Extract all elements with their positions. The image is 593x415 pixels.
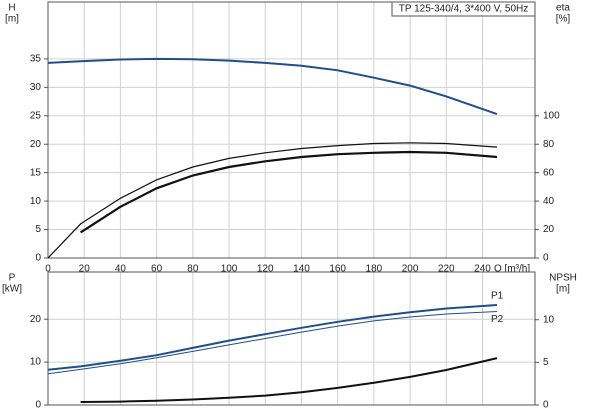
- chart-title: TP 125-340/4, 3*400 V, 50Hz: [399, 4, 529, 15]
- series-line: [47, 57, 498, 116]
- series-label: P2: [491, 314, 504, 325]
- y2-axis-label: [%]: [556, 14, 571, 25]
- x-tick-label: 140: [293, 264, 310, 275]
- y-tick-label: 15: [30, 167, 42, 178]
- y2-tick-label: 40: [543, 196, 555, 207]
- x-tick-label: 120: [257, 264, 274, 275]
- x-axis-label: Q [m³/h]: [494, 264, 530, 275]
- x-tick-label: 220: [438, 264, 455, 275]
- y-tick-label: 35: [30, 54, 42, 65]
- y2-tick-label: 0: [543, 253, 549, 264]
- plot-background: [48, 2, 535, 258]
- y2-tick-label: 10: [543, 314, 555, 325]
- y-tick-label: 0: [35, 253, 41, 264]
- y-tick-label: 30: [30, 82, 42, 93]
- y2-axis-label: [m]: [556, 284, 570, 295]
- series-line: [80, 357, 498, 403]
- y2-tick-label: 0: [543, 400, 549, 411]
- x-tick-label: 0: [45, 264, 51, 275]
- y-tick-label: 25: [30, 110, 42, 121]
- y-axis-label: [m]: [5, 14, 19, 25]
- y2-axis-label: NPSH: [549, 273, 577, 284]
- series-line: [47, 311, 498, 375]
- y-tick-label: 10: [30, 196, 42, 207]
- y2-axis-label: eta: [556, 3, 570, 14]
- y-tick-label: 20: [30, 139, 42, 150]
- series-line: [47, 142, 498, 259]
- x-tick-label: 160: [329, 264, 346, 275]
- y2-tick-label: 100: [543, 110, 560, 121]
- x-tick-label: 80: [187, 264, 199, 275]
- plot-frame: [47, 1, 536, 259]
- y2-tick-label: 5: [543, 357, 549, 368]
- series-label: P1: [491, 291, 504, 302]
- y-axis-label: P: [9, 273, 16, 284]
- x-tick-label: 40: [115, 264, 127, 275]
- y2-tick-label: 80: [543, 139, 555, 150]
- y-tick-label: 10: [30, 357, 42, 368]
- y-axis-label: H: [8, 3, 15, 14]
- series-line: [80, 150, 498, 234]
- x-tick-label: 100: [221, 264, 238, 275]
- y2-tick-label: 60: [543, 167, 555, 178]
- plot-background: [48, 272, 535, 405]
- x-tick-label: 240: [474, 264, 491, 275]
- series-line: [47, 304, 498, 371]
- y-axis-label: [kW]: [2, 284, 22, 295]
- y-tick-label: 0: [35, 400, 41, 411]
- x-tick-label: 20: [79, 264, 91, 275]
- x-tick-label: 200: [402, 264, 419, 275]
- plot-frame: [47, 271, 536, 406]
- x-tick-label: 180: [366, 264, 383, 275]
- x-tick-label: 60: [151, 264, 163, 275]
- y-tick-label: 5: [35, 224, 41, 235]
- y-tick-label: 20: [30, 314, 42, 325]
- y2-tick-label: 20: [543, 224, 555, 235]
- title-box: [391, 1, 536, 17]
